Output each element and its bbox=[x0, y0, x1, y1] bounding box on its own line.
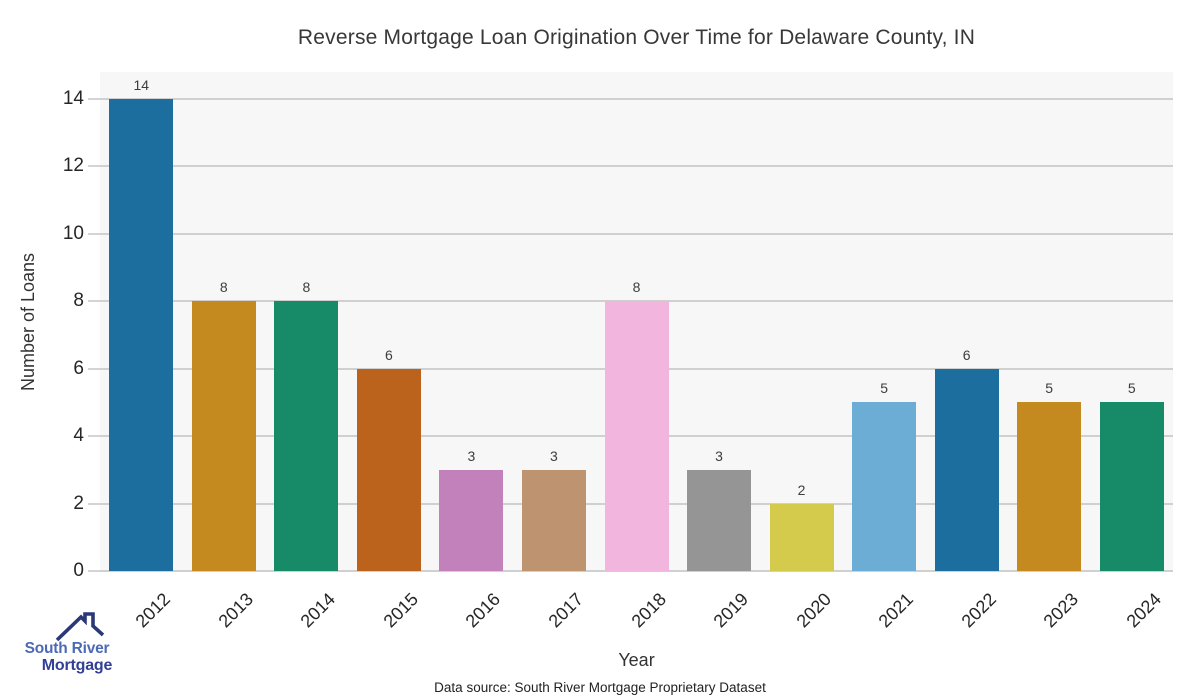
house-roof-icon bbox=[55, 612, 105, 642]
bar-value-2023: 5 bbox=[1045, 380, 1054, 397]
y-tick-mark-2 bbox=[88, 502, 100, 505]
y-tick-mark-10 bbox=[88, 232, 100, 235]
bar-2015 bbox=[356, 368, 421, 571]
data-source-note: Data source: South River Mortgage Propri… bbox=[434, 680, 766, 695]
x-tick-label-2019: 2019 bbox=[709, 588, 753, 632]
bar-2013 bbox=[191, 301, 256, 571]
y-tick-label-0: 0 bbox=[73, 560, 84, 581]
bar-value-2019: 3 bbox=[715, 447, 723, 464]
plot-area: 0 2 4 6 8 10 12 14 14 2012 8 2013 8 2014 6 2015 3 2016 3 20… bbox=[63, 72, 1173, 631]
bar-value-2012: 14 bbox=[133, 77, 150, 93]
y-tick-mark-8 bbox=[88, 300, 100, 303]
bar-2012 bbox=[109, 99, 174, 571]
logo-text-line1: South River bbox=[24, 640, 110, 657]
bar-2020 bbox=[769, 503, 834, 571]
y-tick-label-2: 2 bbox=[73, 492, 84, 514]
y-tick-label-10: 10 bbox=[62, 222, 84, 244]
bar-2019 bbox=[687, 469, 752, 571]
bar-2018 bbox=[604, 301, 669, 571]
bar-value-2014: 8 bbox=[302, 279, 311, 296]
bar-2023 bbox=[1017, 402, 1082, 571]
y-axis-title: Number of Loans bbox=[18, 252, 38, 392]
x-tick-label-2023: 2023 bbox=[1039, 588, 1083, 632]
y-tick-mark-12 bbox=[88, 165, 100, 168]
bar-value-2016: 3 bbox=[467, 447, 476, 464]
x-axis-line bbox=[100, 570, 1173, 572]
x-axis-title: Year bbox=[618, 650, 655, 670]
x-tick-label-2018: 2018 bbox=[627, 588, 670, 632]
x-tick-label-2017: 2017 bbox=[544, 588, 588, 632]
x-tick-label-2014: 2014 bbox=[296, 588, 340, 632]
bar-value-2024: 5 bbox=[1127, 380, 1136, 397]
x-tick-label-2015: 2015 bbox=[379, 588, 422, 632]
x-tick-label-2020: 2020 bbox=[792, 588, 835, 632]
bar-value-2018: 8 bbox=[632, 279, 641, 296]
x-tick-label-2021: 2021 bbox=[874, 588, 918, 632]
y-tick-label-4: 4 bbox=[73, 425, 84, 447]
y-tick-label-8: 8 bbox=[73, 290, 84, 312]
bar-2014 bbox=[274, 301, 339, 571]
gridline-14 bbox=[100, 98, 1173, 100]
x-tick-label-2013: 2013 bbox=[214, 588, 257, 632]
x-tick-label-2024: 2024 bbox=[1122, 588, 1165, 632]
y-tick-mark-0 bbox=[88, 570, 100, 572]
bar-2024 bbox=[1099, 402, 1164, 571]
y-tick-label-12: 12 bbox=[62, 155, 84, 177]
y-tick-label-14: 14 bbox=[62, 88, 84, 109]
bar-value-2013: 8 bbox=[219, 279, 228, 296]
logo-text-line2: Mortgage bbox=[41, 657, 113, 674]
bar-value-2015: 6 bbox=[384, 346, 393, 363]
bar-2016 bbox=[439, 469, 504, 571]
x-tick-label-2016: 2016 bbox=[462, 588, 505, 632]
y-tick-label-6: 6 bbox=[73, 357, 84, 379]
bar-value-2017: 3 bbox=[550, 447, 558, 464]
x-tick-label-2022: 2022 bbox=[957, 588, 1000, 632]
y-tick-mark-6 bbox=[88, 367, 100, 370]
bar-2022 bbox=[934, 368, 999, 571]
bar-value-2020: 2 bbox=[797, 481, 806, 498]
bar-value-2022: 6 bbox=[962, 346, 971, 363]
chart-title: Reverse Mortgage Loan Origination Over T… bbox=[297, 26, 976, 49]
bar-2021 bbox=[852, 402, 917, 571]
bar-value-2021: 5 bbox=[880, 380, 888, 397]
y-tick-mark-14 bbox=[88, 98, 100, 100]
company-logo: South River Mortgage bbox=[0, 608, 140, 688]
gridline-10 bbox=[100, 232, 1173, 235]
bar-2017 bbox=[521, 469, 586, 571]
gridline-12 bbox=[100, 165, 1173, 168]
y-tick-mark-4 bbox=[88, 435, 100, 438]
